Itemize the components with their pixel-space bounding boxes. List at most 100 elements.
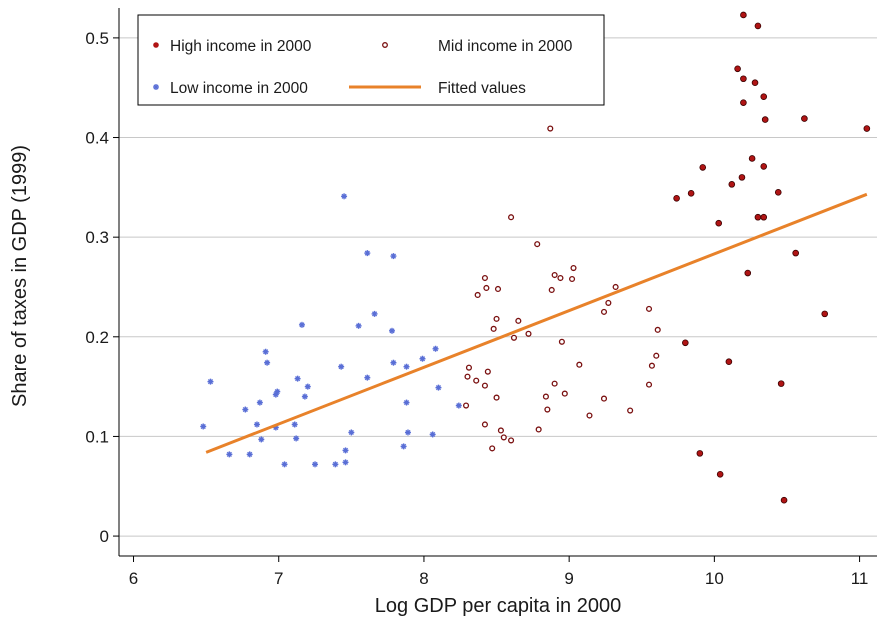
marker-stroke bbox=[312, 461, 318, 467]
x-axis-ticks: 6 7 8 9 10 11 bbox=[129, 556, 868, 588]
high-income-point bbox=[760, 213, 768, 221]
mid-income-point bbox=[483, 284, 490, 292]
legend-high-income-label: High income in 2000 bbox=[170, 38, 312, 55]
marker-stroke bbox=[390, 360, 397, 366]
mid-income-point bbox=[551, 271, 558, 279]
marker-stroke bbox=[390, 253, 397, 259]
low-income-point bbox=[332, 461, 339, 468]
y-tick-label: 0.4 bbox=[85, 129, 109, 148]
y-axis-ticks: 0 0.1 0.2 0.3 0.4 0.5 bbox=[85, 29, 119, 546]
mid-income-point bbox=[653, 352, 660, 359]
marker-stroke bbox=[348, 429, 354, 436]
mid-income-point bbox=[534, 241, 541, 248]
y-tick-label: 0.3 bbox=[85, 228, 109, 247]
low-income-point bbox=[400, 443, 407, 450]
low-income-point bbox=[293, 435, 300, 442]
legend-fitted-values-label: Fitted values bbox=[438, 80, 526, 97]
marker-stroke bbox=[281, 461, 288, 467]
mid-income-point bbox=[535, 426, 542, 433]
low-income-point bbox=[435, 384, 442, 391]
high-income-point bbox=[801, 115, 808, 122]
mid-income-point bbox=[474, 291, 481, 299]
marker-stroke bbox=[341, 193, 347, 199]
marker-stroke bbox=[456, 402, 462, 409]
mid-income-point bbox=[570, 265, 577, 272]
y-tick-label: 0 bbox=[100, 527, 109, 546]
low-income-point bbox=[253, 421, 260, 428]
marker-stroke bbox=[364, 375, 370, 381]
mid-income-point bbox=[500, 434, 507, 441]
mid-income-point bbox=[510, 334, 518, 341]
high-income-point bbox=[673, 195, 680, 202]
marker-stroke bbox=[207, 379, 214, 385]
low-income-point bbox=[403, 363, 410, 370]
x-tick-label: 8 bbox=[419, 569, 428, 588]
mid-income-point bbox=[612, 283, 619, 291]
mid-income-point bbox=[481, 274, 488, 282]
legend-box bbox=[137, 14, 605, 106]
marker-stroke bbox=[258, 436, 264, 443]
high-income-point bbox=[748, 155, 756, 162]
mid-income-point bbox=[494, 285, 502, 293]
high-income-point bbox=[740, 11, 747, 19]
marker-stroke bbox=[153, 84, 159, 90]
x-tick-label: 9 bbox=[564, 569, 573, 588]
marker-stroke bbox=[356, 323, 362, 329]
high-income-point bbox=[740, 75, 747, 83]
high-income-point bbox=[792, 249, 799, 257]
marker-stroke bbox=[247, 451, 253, 457]
mid-income-point bbox=[648, 362, 655, 369]
low-income-point bbox=[272, 391, 279, 398]
low-income-point bbox=[348, 429, 355, 436]
legend-low-income-marker bbox=[153, 84, 159, 90]
low-income-point bbox=[226, 451, 233, 458]
low-income-point bbox=[256, 399, 263, 406]
y-axis-title: Share of taxes in GDP (1999) bbox=[9, 145, 31, 407]
low-income-point bbox=[264, 359, 271, 366]
mid-income-point bbox=[547, 125, 554, 132]
mid-income-point bbox=[558, 338, 565, 345]
low-income-point bbox=[246, 451, 253, 458]
marker-stroke bbox=[342, 447, 349, 453]
marker-stroke bbox=[432, 346, 439, 352]
mid-income-point bbox=[473, 377, 480, 384]
mid-income-point bbox=[605, 299, 612, 306]
low-income-point bbox=[404, 429, 411, 436]
high-income-point bbox=[699, 164, 707, 171]
low-income-point bbox=[242, 406, 249, 413]
low-income-point bbox=[355, 322, 362, 329]
mid-income-point bbox=[548, 286, 555, 294]
mid-income-point bbox=[465, 364, 473, 371]
mid-income-point bbox=[645, 381, 653, 388]
mid-income-point bbox=[561, 390, 568, 397]
low-income-point bbox=[390, 253, 397, 260]
low-income-point bbox=[342, 459, 349, 466]
marker-stroke bbox=[293, 435, 299, 442]
mid-income-point bbox=[489, 445, 496, 452]
mid-income-point bbox=[569, 275, 576, 283]
high-income-point bbox=[821, 310, 829, 318]
fitted-values-line bbox=[205, 192, 868, 454]
high-income-point bbox=[761, 116, 769, 123]
high-income-point bbox=[777, 380, 785, 387]
low-income-point bbox=[262, 348, 269, 355]
low-income-point bbox=[342, 447, 349, 454]
mid-income-point bbox=[464, 373, 471, 380]
high-income-point bbox=[696, 450, 704, 457]
x-axis-title: Log GDP per capita in 2000 bbox=[375, 595, 621, 617]
legend-low-income-label: Low income in 2000 bbox=[170, 80, 308, 97]
high-income-point bbox=[738, 174, 746, 181]
mid-income-point bbox=[515, 317, 522, 324]
mid-income-point bbox=[654, 326, 661, 333]
mid-income-point bbox=[600, 395, 608, 402]
marker-stroke bbox=[273, 391, 279, 398]
high-income-point bbox=[754, 22, 762, 30]
marker-stroke bbox=[254, 421, 260, 428]
low-income-point bbox=[200, 423, 207, 430]
high-income-point bbox=[760, 93, 768, 100]
marker-stroke bbox=[405, 429, 411, 436]
mid-income-point bbox=[490, 325, 497, 332]
legend-high-income-marker bbox=[153, 42, 159, 48]
mid-income-point bbox=[557, 274, 564, 282]
marker-stroke bbox=[403, 399, 410, 406]
